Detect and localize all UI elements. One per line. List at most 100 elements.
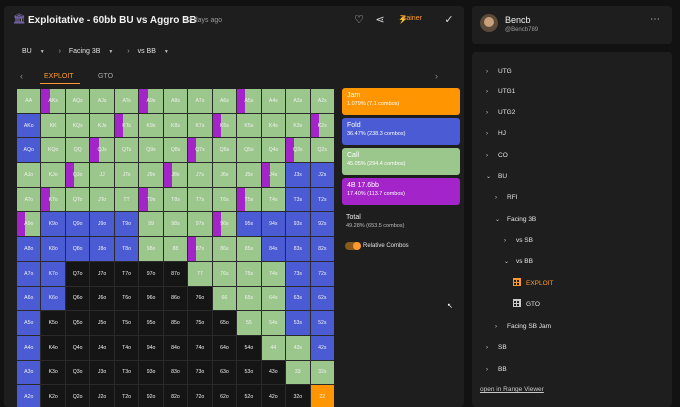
hand-cell[interactable]: J4s [261, 163, 286, 187]
tree-item[interactable]: EXPLOIT [513, 278, 553, 288]
hand-cell[interactable]: T6o [114, 286, 139, 311]
hand-cell[interactable]: KQs [65, 113, 90, 138]
hand-cell[interactable]: 84o [163, 335, 188, 360]
chevron-right-icon[interactable]: › [435, 71, 438, 81]
hand-cell[interactable]: AQo [17, 138, 41, 163]
hand-cell[interactable]: 92o [139, 385, 163, 407]
hand-cell[interactable]: 32s [310, 360, 334, 385]
hand-cell[interactable]: 65o [212, 311, 237, 335]
hand-cell[interactable]: T2s [310, 187, 334, 212]
hand-cell[interactable]: T7s [188, 187, 212, 212]
hand-cell[interactable]: 96s [212, 212, 237, 237]
hand-cell[interactable]: K8s [163, 113, 188, 138]
hand-cell[interactable]: T3s [286, 187, 310, 212]
hand-cell[interactable]: Q5o [65, 311, 90, 335]
hand-cell[interactable]: K4s [261, 113, 286, 138]
more-icon[interactable]: ⋯ [650, 14, 660, 25]
hand-cell[interactable]: 75s [237, 261, 261, 286]
hand-cell[interactable]: Q8o [65, 237, 90, 261]
hand-cell[interactable]: KTs [114, 113, 139, 138]
hand-cell[interactable]: K3s [286, 113, 310, 138]
hand-cell[interactable]: 93o [139, 360, 163, 385]
hand-cell[interactable]: 43s [286, 335, 310, 360]
hand-cell[interactable]: J4o [90, 335, 114, 360]
hand-cell[interactable]: K9o [41, 212, 65, 237]
hand-cell[interactable]: 22 [310, 385, 334, 407]
hand-cell[interactable]: K6o [41, 286, 65, 311]
hand-cell[interactable]: K5s [237, 113, 261, 138]
hand-cell[interactable]: T7o [114, 261, 139, 286]
tree-item[interactable]: ⌄ Facing 3B [495, 215, 536, 225]
hand-cell[interactable]: JJ [90, 163, 114, 187]
hand-cell[interactable]: K3o [41, 360, 65, 385]
hand-cell[interactable]: Q4o [65, 335, 90, 360]
hand-cell[interactable]: KJo [41, 163, 65, 187]
hand-cell[interactable]: 94o [139, 335, 163, 360]
hand-cell[interactable]: 82o [163, 385, 188, 407]
hand-cell[interactable]: K5o [41, 311, 65, 335]
hand-cell[interactable]: 96o [139, 286, 163, 311]
hand-cell[interactable]: AJo [17, 163, 41, 187]
hand-cell[interactable]: Q2o [65, 385, 90, 407]
tree-item[interactable]: › UTG [486, 67, 512, 77]
tab-gto[interactable]: GTO [98, 73, 114, 80]
hand-cell[interactable]: Q7s [188, 138, 212, 163]
hand-cell[interactable]: 98s [163, 212, 188, 237]
hand-cell[interactable]: K8o [41, 237, 65, 261]
hand-cell[interactable]: 97s [188, 212, 212, 237]
filter-opponent[interactable]: vs BB ▼ [137, 48, 169, 55]
hand-cell[interactable]: J6o [90, 286, 114, 311]
hand-cell[interactable]: J7s [188, 163, 212, 187]
tab-exploit[interactable]: EXPLOIT [44, 73, 74, 80]
hand-cell[interactable]: A6s [212, 89, 237, 113]
hand-cell[interactable]: 84s [261, 237, 286, 261]
hand-cell[interactable]: JTo [90, 187, 114, 212]
hand-cell[interactable]: J9s [139, 163, 163, 187]
hand-cell[interactable]: 76o [188, 286, 212, 311]
check-icon[interactable]: ✓ [444, 14, 454, 26]
hand-cell[interactable]: 99 [139, 212, 163, 237]
hand-cell[interactable]: J9o [90, 212, 114, 237]
hand-cell[interactable]: QJs [90, 138, 114, 163]
hand-cell[interactable]: K7s [188, 113, 212, 138]
hand-cell[interactable]: Q4s [261, 138, 286, 163]
tree-item[interactable]: › CO [486, 151, 508, 161]
hand-cell[interactable]: 54o [237, 335, 261, 360]
hand-cell[interactable]: 87o [163, 261, 188, 286]
hand-cell[interactable]: T9s [139, 187, 163, 212]
hand-cell[interactable]: J3s [286, 163, 310, 187]
hand-cell[interactable]: QJo [65, 163, 90, 187]
tree-item[interactable]: ⌄ BU [486, 172, 507, 182]
tree-item[interactable]: › SB [486, 343, 507, 353]
legend-item[interactable]: 4B 17.6bb 17.40% (113.7 combos) [342, 178, 460, 205]
hand-cell[interactable]: J3o [90, 360, 114, 385]
hand-cell[interactable]: T8o [114, 237, 139, 261]
hand-cell[interactable]: QQ [65, 138, 90, 163]
hand-cell[interactable]: J6s [212, 163, 237, 187]
hand-cell[interactable]: Q2s [310, 138, 334, 163]
relative-combos-toggle[interactable] [345, 242, 361, 250]
hand-cell[interactable]: 74s [261, 261, 286, 286]
tree-item[interactable]: GTO [513, 299, 540, 309]
legend-item[interactable]: Jam 1.079% (7.1 combos) [342, 88, 460, 115]
hand-cell[interactable]: Q9o [65, 212, 90, 237]
hand-cell[interactable]: T9o [114, 212, 139, 237]
hand-cell[interactable]: 83o [163, 360, 188, 385]
hand-cell[interactable]: 83s [286, 237, 310, 261]
hand-cell[interactable]: AA [17, 89, 41, 113]
hand-cell[interactable]: T2o [114, 385, 139, 407]
hand-cell[interactable]: T3o [114, 360, 139, 385]
hand-cell[interactable]: 53o [237, 360, 261, 385]
hand-cell[interactable]: 72o [188, 385, 212, 407]
hand-cell[interactable]: 52s [310, 311, 334, 335]
hand-cell[interactable]: T4s [261, 187, 286, 212]
hand-cell[interactable]: A2o [17, 385, 41, 407]
hand-cell[interactable]: 95o [139, 311, 163, 335]
hand-cell[interactable]: 53s [286, 311, 310, 335]
heart-icon[interactable]: ♡ [354, 14, 364, 26]
hand-cell[interactable]: 88 [163, 237, 188, 261]
hand-cell[interactable]: 95s [237, 212, 261, 237]
hand-cell[interactable]: T4o [114, 335, 139, 360]
hand-cell[interactable]: 64s [261, 286, 286, 311]
hand-cell[interactable]: J8o [90, 237, 114, 261]
